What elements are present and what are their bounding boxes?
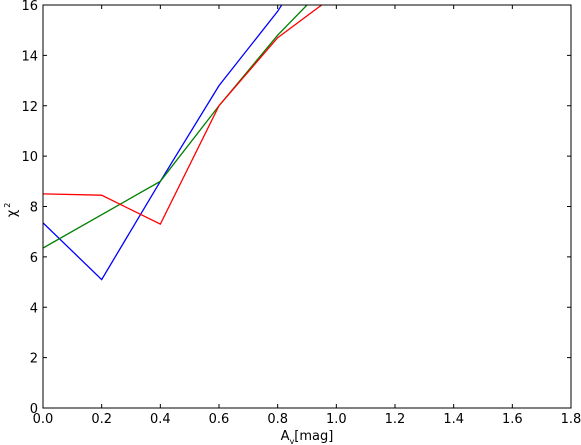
x-tick-label: 1.0 bbox=[326, 412, 347, 427]
y-tick-label: 14 bbox=[21, 49, 38, 64]
y-tick-label: 2 bbox=[30, 352, 38, 367]
y-axis-label-main: χ bbox=[5, 209, 20, 217]
series-layer bbox=[43, 5, 323, 281]
x-axis-label-rest: [mag] bbox=[294, 429, 333, 444]
x-tick-label: 0.2 bbox=[91, 412, 112, 427]
x-axis-label: Av[mag] bbox=[281, 429, 334, 445]
y-tick-label: 12 bbox=[21, 100, 38, 115]
series-line-2 bbox=[43, 5, 323, 226]
y-tick-label: 8 bbox=[30, 201, 38, 216]
y-tick-label: 16 bbox=[21, 0, 38, 14]
y-tick-label: 0 bbox=[30, 402, 38, 417]
ticks-layer: 0.0 0.2 0.4 0.6 0.8 1.0 1.2 1.4 1.6 1.8 0 2 4 6 8 10 12 1… bbox=[21, 0, 581, 427]
x-tick-label: 0.4 bbox=[150, 412, 171, 427]
series-line-1 bbox=[43, 5, 308, 249]
x-axis-label-subscript: v bbox=[290, 437, 295, 445]
x-tick-label: 1.4 bbox=[443, 412, 464, 427]
plot-area bbox=[43, 5, 571, 408]
y-tick-label: 10 bbox=[21, 150, 38, 165]
x-tick-label: 1.8 bbox=[561, 412, 581, 427]
y-tick-label: 6 bbox=[30, 251, 38, 266]
x-axis-label-main: A bbox=[281, 429, 290, 444]
y-axis-label: χ2 bbox=[3, 203, 20, 218]
y-tick-label: 4 bbox=[30, 301, 38, 316]
x-tick-label: 1.6 bbox=[502, 412, 523, 427]
series-line-0 bbox=[43, 5, 283, 281]
x-tick-label: 0.8 bbox=[267, 412, 288, 427]
x-tick-label: 1.2 bbox=[385, 412, 406, 427]
x-tick-label: 0.0 bbox=[33, 412, 54, 427]
y-axis-label-superscript: 2 bbox=[3, 203, 12, 208]
x-tick-label: 0.6 bbox=[209, 412, 230, 427]
